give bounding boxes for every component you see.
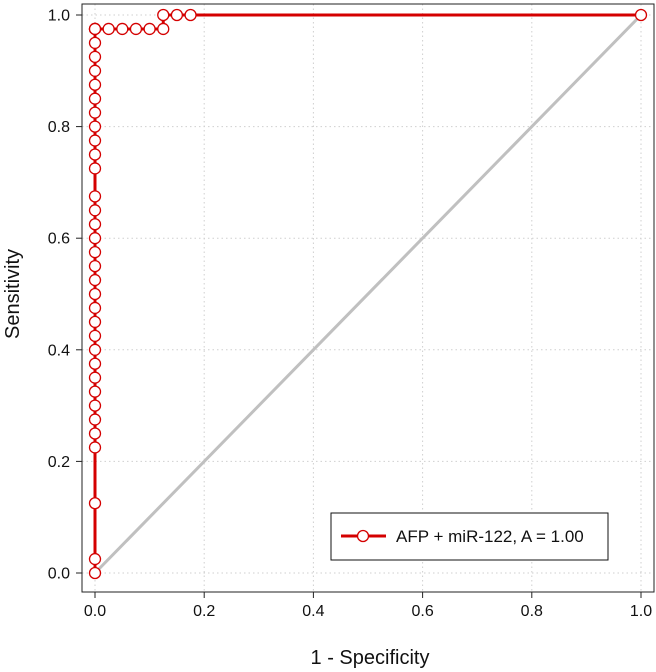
y-tick-label: 0.4 bbox=[48, 342, 70, 359]
y-tick-label: 0.0 bbox=[48, 566, 70, 583]
roc-point bbox=[88, 92, 102, 105]
roc-point bbox=[88, 371, 102, 384]
roc-point bbox=[157, 8, 170, 22]
roc-point bbox=[88, 329, 102, 343]
roc-point bbox=[88, 120, 102, 133]
x-tick-label: 0.2 bbox=[193, 603, 215, 620]
grid-lines bbox=[82, 4, 654, 592]
roc-point bbox=[116, 22, 129, 36]
x-axis: 0.0 0.2 0.4 0.6 0.8 1.0 bbox=[84, 592, 652, 620]
roc-point bbox=[88, 232, 102, 245]
roc-point bbox=[88, 106, 102, 119]
roc-point bbox=[88, 315, 102, 329]
y-tick-label: 0.2 bbox=[48, 454, 70, 471]
roc-point bbox=[88, 441, 102, 454]
series-layer bbox=[88, 8, 648, 580]
roc-point bbox=[88, 427, 102, 440]
legend: AFP + miR-122, A = 1.00 bbox=[330, 512, 609, 561]
y-axis-title: Sensitivity bbox=[2, 249, 24, 339]
roc-point bbox=[88, 218, 102, 231]
roc-point bbox=[88, 259, 102, 273]
roc-point bbox=[88, 36, 102, 50]
y-tick-label: 0.6 bbox=[48, 231, 70, 248]
roc-point bbox=[88, 552, 102, 566]
roc-point bbox=[88, 245, 102, 259]
roc-point bbox=[88, 343, 102, 356]
y-tick-label: 1.0 bbox=[48, 8, 70, 25]
x-axis-title: 1 - Specificity bbox=[311, 647, 430, 669]
roc-point bbox=[634, 8, 648, 22]
roc-point bbox=[143, 22, 156, 36]
roc-point bbox=[170, 8, 184, 22]
roc-point bbox=[88, 50, 102, 63]
plot-frame bbox=[81, 3, 655, 593]
reference-diagonal-line bbox=[93, 13, 643, 575]
roc-point bbox=[88, 566, 102, 580]
x-tick-label: 1.0 bbox=[630, 603, 652, 620]
legend-label: AFP + miR-122, A = 1.00 bbox=[396, 527, 584, 546]
x-tick-label: 0.4 bbox=[302, 603, 324, 620]
y-tick-label: 0.8 bbox=[48, 119, 70, 136]
roc-point bbox=[88, 413, 102, 426]
roc-point bbox=[88, 385, 102, 398]
roc-point bbox=[88, 190, 102, 203]
roc-point bbox=[88, 22, 102, 36]
roc-point bbox=[88, 134, 102, 147]
roc-point bbox=[129, 22, 143, 36]
roc-point bbox=[88, 497, 102, 510]
roc-point bbox=[88, 148, 102, 161]
roc-point bbox=[88, 64, 102, 77]
roc-point bbox=[88, 273, 102, 287]
y-axis: 0.0 0.2 0.4 0.6 0.8 1.0 bbox=[48, 8, 82, 583]
x-tick-label: 0.6 bbox=[411, 603, 433, 620]
roc-point bbox=[102, 22, 115, 36]
roc-point bbox=[88, 301, 102, 315]
roc-point bbox=[157, 22, 170, 36]
legend-marker-swatch bbox=[356, 529, 370, 543]
roc-point bbox=[88, 287, 102, 301]
roc-point bbox=[88, 162, 102, 175]
x-tick-label: 0.0 bbox=[84, 603, 106, 620]
roc-point bbox=[88, 78, 102, 91]
roc-point bbox=[88, 357, 102, 370]
roc-point bbox=[184, 8, 197, 22]
roc-point bbox=[88, 399, 102, 412]
roc-point bbox=[88, 204, 102, 217]
x-tick-label: 0.8 bbox=[521, 603, 543, 620]
